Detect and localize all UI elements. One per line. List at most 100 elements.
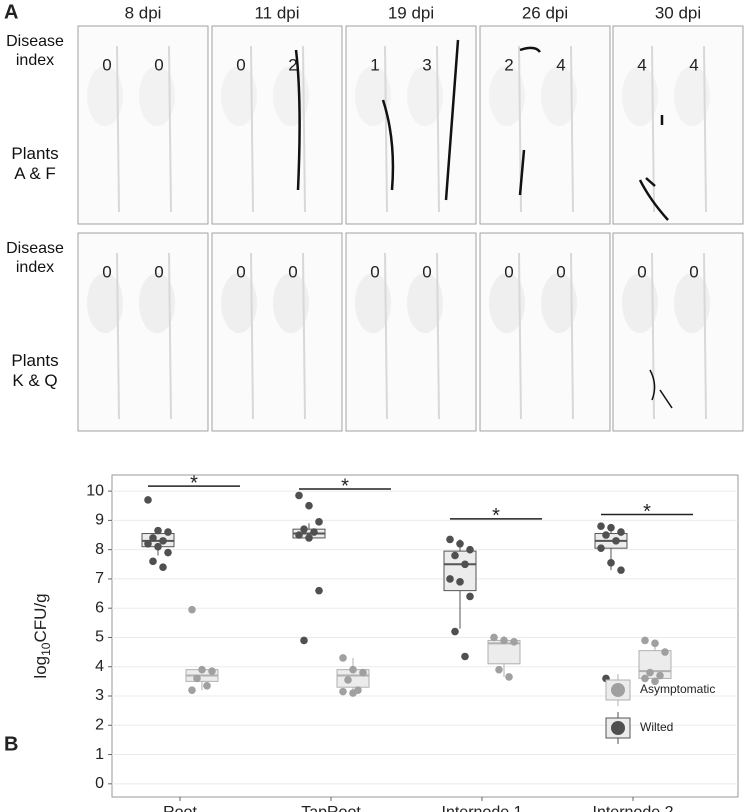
y-axis-label-part: CFU/g bbox=[31, 593, 50, 642]
column-header: 30 dpi bbox=[655, 3, 701, 22]
stem bbox=[250, 252, 254, 420]
stem bbox=[703, 45, 707, 213]
y-tick-label: 6 bbox=[95, 599, 104, 616]
column-header: 8 dpi bbox=[125, 3, 162, 22]
stem bbox=[570, 252, 574, 420]
data-point bbox=[607, 559, 615, 567]
data-point bbox=[651, 639, 659, 648]
y-tick-label: 1 bbox=[95, 746, 104, 763]
lesion bbox=[645, 177, 656, 187]
leaf bbox=[674, 273, 710, 333]
x-tick-label: Root bbox=[163, 804, 197, 812]
y-tick-label: 8 bbox=[95, 541, 104, 558]
y-tick-label: 7 bbox=[95, 570, 104, 587]
leaf bbox=[221, 66, 257, 126]
data-point bbox=[651, 677, 659, 686]
data-point bbox=[305, 534, 313, 542]
data-point bbox=[451, 627, 459, 636]
lesion bbox=[518, 149, 526, 196]
y-tick-label: 4 bbox=[95, 658, 104, 675]
leaf bbox=[221, 273, 257, 333]
disease-index: 0 bbox=[236, 55, 245, 74]
data-point bbox=[188, 605, 196, 614]
plant-photo bbox=[211, 232, 343, 432]
y-tick-label: 5 bbox=[95, 629, 104, 646]
y-tick-label: 3 bbox=[95, 687, 104, 704]
significance-label: * bbox=[341, 475, 349, 497]
data-point bbox=[300, 525, 308, 533]
data-point bbox=[159, 537, 167, 545]
data-point bbox=[295, 491, 303, 500]
x-tick-label: TapRoot bbox=[301, 804, 361, 812]
data-point bbox=[461, 560, 469, 569]
lesion bbox=[649, 369, 673, 409]
stem bbox=[518, 252, 522, 420]
data-point bbox=[339, 687, 347, 696]
lesion bbox=[519, 46, 542, 53]
disease-index: 0 bbox=[236, 262, 245, 281]
data-point bbox=[349, 665, 357, 674]
plant-photo bbox=[211, 25, 343, 225]
data-point bbox=[315, 518, 323, 526]
disease-index: 0 bbox=[689, 262, 698, 281]
data-point bbox=[490, 633, 498, 642]
stem bbox=[168, 45, 172, 213]
legend-marker bbox=[611, 683, 625, 697]
data-point bbox=[466, 545, 474, 554]
significance-label: * bbox=[643, 501, 651, 523]
legend-marker bbox=[611, 721, 625, 735]
y-tick-label: 10 bbox=[86, 482, 104, 499]
data-point bbox=[446, 535, 454, 544]
disease-index: 0 bbox=[422, 262, 431, 281]
stem bbox=[302, 45, 306, 213]
stem bbox=[116, 252, 120, 420]
data-point bbox=[661, 648, 669, 656]
disease-index: 0 bbox=[637, 262, 646, 281]
leaf bbox=[87, 66, 123, 126]
disease-index: 0 bbox=[154, 262, 163, 281]
data-point bbox=[144, 539, 152, 548]
lesion bbox=[381, 99, 395, 191]
data-point bbox=[641, 636, 649, 645]
stem bbox=[703, 252, 707, 420]
stem bbox=[116, 45, 120, 213]
plant-photo bbox=[479, 232, 611, 432]
panel-label: A bbox=[4, 1, 18, 23]
leaf bbox=[407, 273, 443, 333]
plant-photo bbox=[77, 232, 209, 432]
data-point bbox=[188, 686, 196, 694]
disease-index: 1 bbox=[370, 55, 379, 74]
data-point bbox=[149, 557, 157, 566]
panel-label: B bbox=[4, 733, 18, 755]
data-point bbox=[164, 548, 172, 557]
row-label: Disease index bbox=[6, 33, 64, 70]
plant-photo bbox=[77, 25, 209, 225]
data-point bbox=[466, 592, 474, 601]
plant-photo bbox=[612, 25, 744, 225]
data-point bbox=[500, 636, 508, 645]
row-label: Plants K & Q bbox=[11, 351, 59, 391]
stem bbox=[168, 252, 172, 420]
y-axis-label-part: log bbox=[31, 656, 50, 679]
y-tick-label: 9 bbox=[95, 512, 104, 529]
data-point bbox=[154, 542, 162, 551]
leaf bbox=[541, 66, 577, 126]
stem bbox=[250, 45, 254, 213]
disease-index: 3 bbox=[422, 55, 431, 74]
row-label: Disease index bbox=[6, 240, 64, 277]
data-point bbox=[617, 566, 625, 574]
data-point bbox=[510, 638, 518, 646]
disease-index: 0 bbox=[154, 55, 163, 74]
leaf bbox=[489, 273, 525, 333]
leaf bbox=[541, 273, 577, 333]
legend-label: Wilted bbox=[640, 720, 673, 734]
stem bbox=[302, 252, 306, 420]
data-point bbox=[607, 523, 615, 532]
lesion bbox=[638, 179, 669, 221]
leaf bbox=[355, 273, 391, 333]
disease-index: 0 bbox=[288, 262, 297, 281]
disease-index: 0 bbox=[102, 262, 111, 281]
disease-index: 2 bbox=[504, 55, 513, 74]
data-point bbox=[446, 575, 454, 583]
plant-photo bbox=[345, 25, 477, 225]
